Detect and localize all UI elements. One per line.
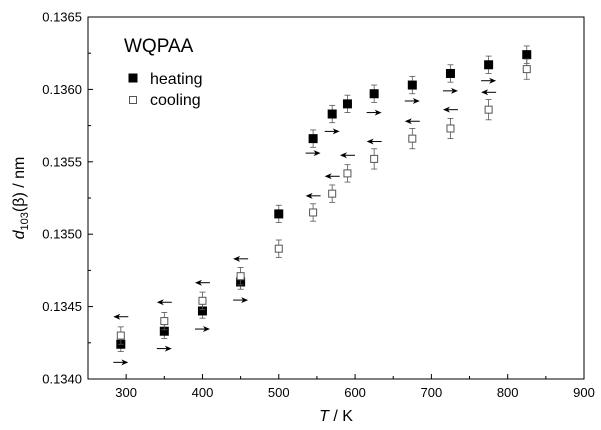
- y-tick-label: 0.1350: [42, 227, 82, 242]
- direction-arrow-left: [366, 138, 382, 145]
- y-tick-label: 0.1340: [42, 372, 82, 387]
- x-tick-label: 300: [115, 385, 137, 400]
- direction-arrow-left: [481, 89, 497, 96]
- direction-arrow-left: [233, 255, 249, 262]
- data-point-cooling: [116, 326, 125, 345]
- y-tick-label: 0.1365: [42, 10, 82, 25]
- axis-ticks: 300 400 500 600 700 800 900 0.1340 0.1345 0.1350 0…: [42, 10, 595, 401]
- y-tick-label: 0.1355: [42, 154, 82, 169]
- x-tick-label: 800: [497, 385, 519, 400]
- data-point-heating: [274, 204, 284, 224]
- direction-arrow-right: [404, 97, 420, 104]
- direction-arrow-right: [324, 128, 340, 135]
- direction-arrow-left: [305, 192, 321, 199]
- y-axis-title: d103(β) / nm: [11, 157, 31, 240]
- direction-arrow-right: [481, 77, 497, 84]
- data-point-heating: [369, 84, 379, 103]
- data-point-heating: [342, 94, 352, 113]
- data-point-cooling: [408, 128, 417, 150]
- data-point-cooling: [484, 99, 493, 121]
- direction-arrow-left: [404, 118, 420, 125]
- data-point-heating: [445, 64, 455, 83]
- y-tick-label: 0.1360: [42, 82, 82, 97]
- x-tick-label: 600: [344, 385, 366, 400]
- x-tick-label: 400: [192, 385, 214, 400]
- legend-label-heating: heating: [150, 71, 203, 88]
- x-tick-label: 700: [421, 385, 443, 400]
- data-point-cooling: [236, 267, 245, 286]
- direction-arrow-right: [113, 359, 129, 366]
- direction-arrow-left: [442, 106, 458, 113]
- direction-arrow-left: [339, 152, 355, 159]
- direction-arrow-left: [156, 299, 172, 306]
- series-layer: [116, 45, 532, 352]
- chart-title: WQPAA: [124, 36, 194, 57]
- data-point-heating: [308, 129, 318, 148]
- legend-marker-cooling: [129, 96, 137, 104]
- direction-arrow-left: [113, 313, 129, 320]
- direction-arrow-right: [442, 87, 458, 94]
- data-point-cooling: [370, 148, 379, 170]
- x-axis-title: T / K: [319, 408, 353, 425]
- data-point-cooling: [274, 239, 283, 258]
- y-tick-label: 0.1345: [42, 299, 82, 314]
- direction-arrow-right: [156, 345, 172, 352]
- direction-arrow-left: [194, 279, 210, 286]
- data-point-cooling: [198, 291, 207, 310]
- direction-arrow-right: [366, 109, 382, 116]
- data-point-cooling: [446, 117, 455, 140]
- arrow-layer: [113, 77, 497, 366]
- direction-arrow-right: [233, 297, 249, 304]
- legend: heating cooling: [128, 71, 203, 109]
- data-point-cooling: [343, 164, 352, 183]
- direction-arrow-right: [194, 326, 210, 333]
- legend-label-cooling: cooling: [150, 92, 201, 109]
- data-point-cooling: [328, 184, 337, 203]
- data-point-cooling: [309, 203, 318, 222]
- data-point-heating: [484, 55, 494, 74]
- direction-arrow-right: [305, 150, 321, 157]
- data-point-cooling: [160, 311, 169, 331]
- data-point-heating: [327, 104, 337, 124]
- legend-marker-heating: [128, 73, 138, 83]
- x-tick-label: 900: [573, 385, 595, 400]
- x-tick-label: 500: [268, 385, 290, 400]
- data-point-cooling: [522, 58, 531, 80]
- direction-arrow-left: [324, 173, 340, 180]
- data-point-heating: [407, 75, 417, 95]
